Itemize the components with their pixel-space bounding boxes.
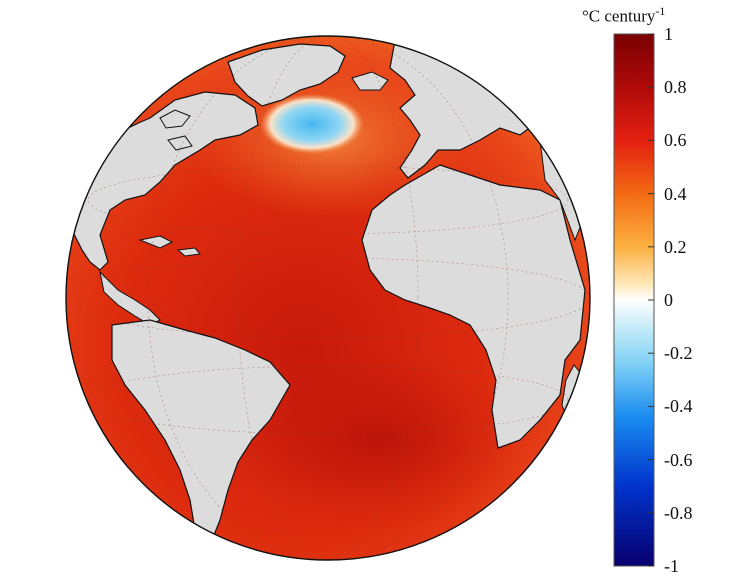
colorbar-tick-label: -0.8 — [664, 502, 693, 523]
land-caribbean-islands — [138, 235, 201, 257]
colorbar-unit-text: °C century — [582, 6, 656, 26]
colorbar-tick-label: 0.4 — [664, 183, 687, 204]
colorbar-tick-label: 0.2 — [664, 236, 687, 257]
land-africa — [361, 164, 586, 449]
colorbar-tick-label: 0 — [664, 290, 673, 310]
colorbar-tick-label: -1 — [664, 556, 679, 576]
globe-content — [66, 36, 590, 560]
colorbar-unit-exponent: -1 — [655, 4, 666, 18]
land-iceland — [351, 71, 389, 91]
colorbar-tick-label: -0.6 — [664, 449, 693, 470]
cold-anomaly — [260, 94, 364, 154]
colorbar — [613, 33, 655, 567]
globe-outline — [65, 35, 591, 561]
graticule — [66, 36, 590, 560]
colorbar-tick-label: 1 — [664, 24, 673, 44]
south-atlantic-dark-patch — [230, 350, 530, 530]
colorbar-tick-label: 0.6 — [664, 130, 687, 151]
colorbar-unit-label: °C century-1 — [582, 4, 665, 27]
colorbar-ticks — [648, 33, 654, 567]
land-greenland — [227, 43, 346, 107]
colorbar-tick-label: -0.2 — [664, 343, 693, 364]
colorbar-tick-label: 0.8 — [664, 77, 687, 98]
colorbar-tick-label: -0.4 — [664, 396, 693, 417]
land-arctic-islands — [159, 109, 193, 151]
